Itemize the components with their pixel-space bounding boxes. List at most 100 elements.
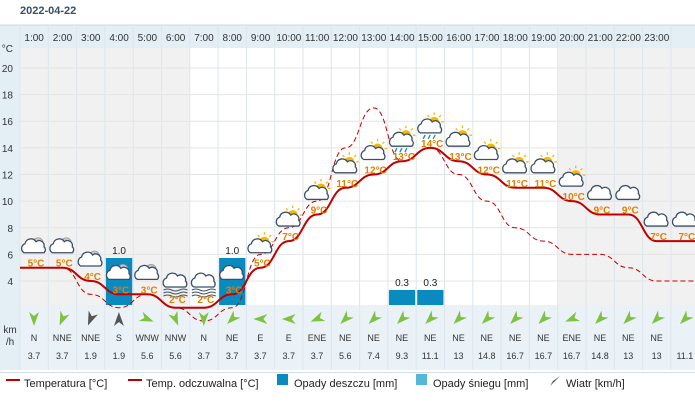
hour-label: 6:00 [166,33,186,44]
rain-bar [417,290,444,305]
hour-label: 11:00 [305,33,330,44]
wind-arrow-icon [281,314,296,324]
wind-arrow-icon [595,310,609,324]
hour-label: 15:00 [418,33,443,44]
temp-label: 7°C [679,232,695,243]
wind-speed-label: 3.7 [311,351,324,361]
forecast-date: 2022-04-22 [20,5,77,17]
wind-speed-label: 1.9 [84,351,97,361]
wind-speed-label: 14.8 [591,351,609,361]
night-cloudy-icon [134,263,160,280]
wind-direction-label: NE [622,333,635,343]
fog-icon [162,272,188,298]
y-tick-label: 18 [2,91,14,102]
wind-direction-label: N [31,333,38,343]
legend-rain-swatch [277,374,288,385]
temp-label: 2°C [197,295,214,306]
hour-label: 23:00 [644,33,669,44]
wind-arrow-icon [168,310,179,326]
cloud-icon [671,211,695,227]
wind-panel [20,305,695,370]
legend-temp-swatch [6,379,20,381]
felt-temperature-line [19,107,695,322]
hour-label: 18:00 [503,33,528,44]
wind-direction-label: ENE [308,333,327,343]
legend-rain-label: Opady deszczu [mm] [294,378,398,390]
hour-label: 19:00 [531,33,556,44]
wind-arrow-icon [59,310,70,326]
wind-arrow-icon [198,312,209,326]
night-cloudy-icon [20,237,46,254]
y-tick-label: 20 [2,64,14,75]
wind-speed-label: 11.1 [422,351,439,361]
wind-arrow-icon [565,311,581,322]
partly-sunny-icon [558,165,586,187]
wind-direction-label: NE [396,333,409,343]
rain-value-label: 1.0 [225,246,239,257]
temp-label: 13°C [393,152,415,163]
wind-arrow-icon [651,310,666,324]
fog-icon [190,272,217,298]
wind-unit-label: km [3,325,16,336]
temp-label: 7°C [650,232,667,243]
temp-label: 11°C [535,179,557,190]
legend-temp-label: Temperatura [°C] [24,378,108,390]
wind-speed-label: 3.7 [254,351,267,361]
temp-label: 12°C [364,166,386,177]
temp-label: 14°C [421,139,443,150]
wind-arrow-icon [368,310,383,324]
wind-direction-label: NE [424,333,437,343]
wind-speed-label: 3.7 [198,351,211,361]
wind-direction-label: S [116,333,122,343]
temp-label: 9°C [311,205,328,216]
partly-sunny-icon [445,125,472,147]
cloud-icon [586,184,612,201]
wind-speed-label: 3.7 [28,351,41,361]
temp-label: 10°C [563,192,585,203]
wind-unit-label: /h [6,337,14,348]
wind-direction-label: NE [452,333,465,343]
rain-value-label: 0.3 [395,278,409,289]
wind-speed-label: 13 [623,351,633,361]
wind-arrow-icon [538,310,552,324]
hour-label: 4:00 [109,33,129,44]
hour-label: 8:00 [223,33,243,44]
wind-speed-label: 16.7 [535,351,553,361]
wind-direction-label: NE [537,333,550,343]
hour-label: 20:00 [559,33,584,44]
rain-value-label: 1.0 [112,246,126,257]
wind-speed-label: 5.6 [169,351,182,361]
temp-label: 5°C [254,259,271,270]
hour-label: 3:00 [81,33,101,44]
wind-speed-label: 16.7 [563,351,581,361]
temp-label: 9°C [594,205,611,216]
wind-arrow-icon [310,311,326,322]
wind-arrow-icon [396,310,411,324]
legend-wind-label: Wiatr [km/h] [566,378,625,390]
wind-speed-label: 5.6 [339,351,352,361]
hour-label: 2:00 [53,33,73,44]
wind-speed-label: 11.1 [676,351,693,361]
y-tick-label: 16 [2,117,14,128]
legend-snow-swatch [416,374,427,385]
partly-sunny-icon [332,152,359,174]
legend-felt-swatch [128,379,142,381]
y-tick-label: 12 [2,171,14,182]
temp-label: 9°C [622,205,639,216]
wind-speed-label: 5.6 [141,351,154,361]
wind-direction-label: N [201,333,208,343]
y-tick-label: 8 [7,224,13,235]
wind-arrow-icon [510,310,524,324]
wind-arrow-icon [253,314,268,324]
wind-direction-label: E [286,333,292,343]
temp-label: 2°C [169,295,186,306]
y-unit-label: °C [2,44,13,55]
wind-arrow-icon [227,310,241,324]
wind-arrow-icon [113,312,124,326]
wind-speed-label: 14.8 [478,351,496,361]
partly-sunny-icon [530,152,557,174]
temp-label: 3°C [141,285,158,296]
rain-icon [219,264,245,286]
hour-label: 9:00 [251,33,271,44]
